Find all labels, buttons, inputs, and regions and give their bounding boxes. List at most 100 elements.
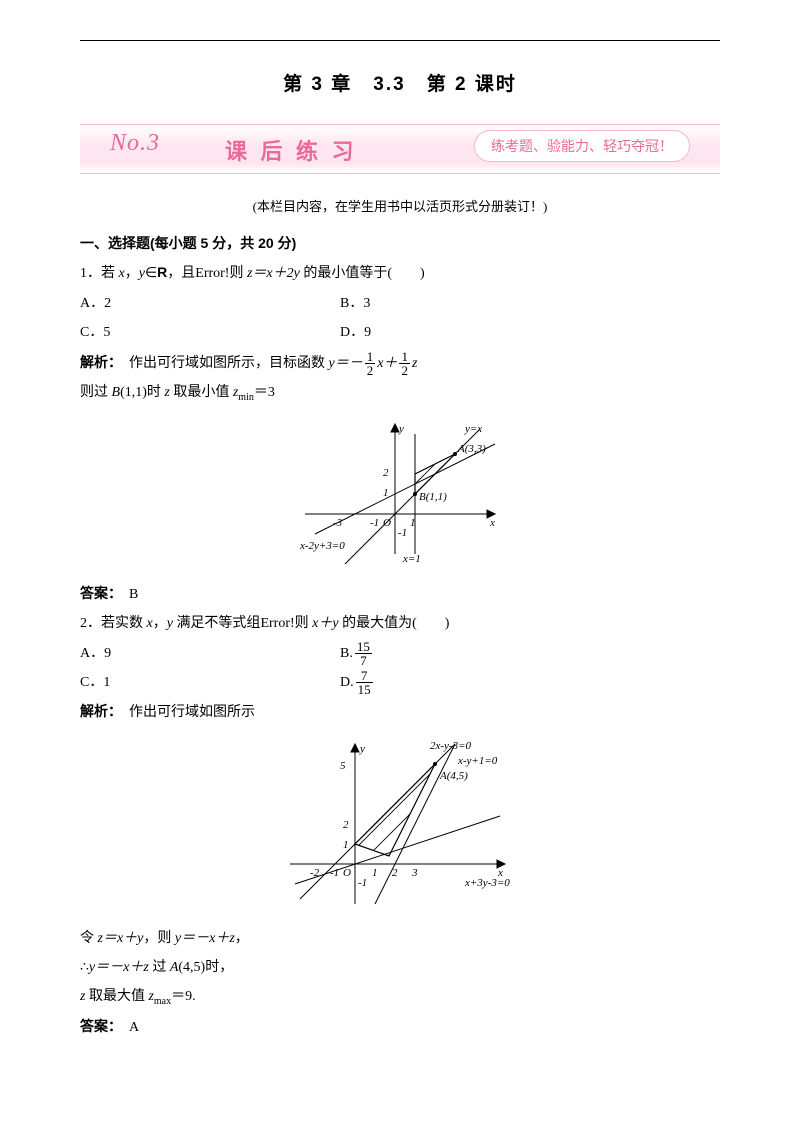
lbl: -1 [370,517,379,529]
t: 作出可行域如图所示，目标函数 [129,356,329,371]
label: 答案： [80,1018,115,1034]
frac: 12 [399,350,410,377]
top-rule [80,40,720,41]
t: ， [153,616,167,631]
label: 答案： [80,585,115,601]
t: 取最小值 [170,385,233,400]
lbl: y=x [464,423,482,435]
lbl: B(1,1) [419,491,447,503]
banner: No.3 课 后 练 习 练考题、验能力、轻巧夺冠！ [80,124,720,174]
fig2-svg: y x O 2x-y-3=0 x-y+1=0 x+3y-3=0 A(4,5) 1… [280,734,520,909]
eq: y＝－x＋z [175,931,235,946]
q2-opt-c: C．1 [80,668,340,697]
num: 15 [355,640,372,654]
q1-opt-b: B．3 [340,289,370,318]
eq: z [412,356,417,371]
page-title: 第 3 章 3.3 第 2 课时 [80,69,720,96]
t: ＝3 [254,385,275,400]
t: 则 [295,616,313,631]
eq: y＝－x＋z [89,960,149,975]
eq: z＝x＋2y [247,266,300,281]
t: ＝9. [171,989,196,1004]
lbl: 1 [410,517,416,529]
lbl: -1 [358,877,367,889]
t: ，且 [167,266,195,281]
lbl: -2 [310,867,320,879]
q2-stem: 2．若实数 x，y 满足不等式组Error!则 x＋y 的最大值为( ) [80,609,720,638]
t: 的最大值为( ) [339,616,450,631]
banner-slogan: 练考题、验能力、轻巧夺冠！ [474,130,690,162]
error: Error! [195,266,229,281]
t: ，则 [143,931,175,946]
section-heading: 一、选择题(每小题 5 分，共 20 分) [80,229,720,258]
frac: 715 [356,669,373,696]
lbl: 2x-y-3=0 [430,740,472,752]
t: (1,1)时 [120,385,164,400]
t: 作出可行域如图所示 [129,705,255,720]
eq: y＝－ [329,356,363,371]
den: 2 [399,364,410,377]
label: 解析： [80,354,115,370]
den: 2 [365,364,376,377]
lbl: y [359,743,365,755]
lbl: x [489,517,495,529]
sub: min [238,392,254,403]
q1-opt-d: D．9 [340,318,371,347]
q1-solution-line1: 解析： 作出可行域如图所示，目标函数 y＝－12x＋12z [80,348,720,378]
sub: max [154,996,171,1007]
t: 的最小值等于( ) [300,266,425,281]
q1-options-row1: A．2 B．3 [80,289,720,318]
den: 15 [356,683,373,696]
t: ∈ [145,266,157,281]
lbl: O [383,517,391,529]
pre: D. [340,675,354,690]
q2-opt-b: B.157 [340,639,374,668]
q1-solution-line2: 则过 B(1,1)时 z 取最小值 zmin＝3 [80,378,720,408]
lbl: y [398,423,404,435]
t: (4,5)时， [178,960,233,975]
lbl: 5 [340,760,346,772]
t: 取最大值 [85,989,148,1004]
lbl: 2 [392,867,398,879]
lbl: -3 [333,517,343,529]
t: 过 [149,960,170,975]
t: 则过 [80,385,112,400]
lbl: 1 [343,839,349,851]
lbl: x+3y-3=0 [464,877,510,889]
lbl: x-y+1=0 [457,755,498,767]
t: 1．若 [80,266,119,281]
q2-work-2: ∴y＝－x＋z 过 A(4,5)时， [80,953,720,982]
q2-figure: y x O 2x-y-3=0 x-y+1=0 x+3y-3=0 A(4,5) 1… [80,734,720,914]
err: Error! [260,616,294,631]
lbl: 2 [383,467,389,479]
t: ， [235,931,249,946]
q2-work-1: 令 z＝x＋y，则 y＝－x＋z， [80,924,720,953]
t: 2．若实数 [80,616,147,631]
q1-options-row2: C．5 D．9 [80,318,720,347]
lbl: 1 [372,867,378,879]
num: 1 [399,350,410,364]
column-note: (本栏目内容，在学生用书中以活页形式分册装订！) [80,196,720,215]
lbl: -1 [330,867,339,879]
pre: B. [340,646,353,661]
frac: 12 [365,350,376,377]
set-R: R [157,264,167,280]
label: 解析： [80,703,115,719]
lbl: 3 [411,867,418,879]
eq: z＝x＋y [98,931,144,946]
q2-solution-line: 解析： 作出可行域如图所示 [80,697,720,727]
banner-number: No.3 [110,130,160,157]
frac: 157 [355,640,372,667]
fig1-svg: y x O A(3,3) B(1,1) y=x x-2y+3=0 x=1 2 1… [295,414,505,564]
lbl: A(3,3) [457,443,486,455]
t: 满足不等式组 [173,616,261,631]
lbl: A(4,5) [439,770,468,782]
q2-answer: 答案： A [80,1012,720,1042]
t: 则 [229,266,247,281]
q1-opt-a: A．2 [80,289,340,318]
lbl: x-2y+3=0 [299,540,345,552]
pt: B [112,385,121,400]
q1-stem: 1．若 x，y∈R，且Error!则 z＝x＋2y 的最小值等于( ) [80,258,720,288]
eq: x＋y [312,616,338,631]
lbl: -1 [398,527,407,539]
